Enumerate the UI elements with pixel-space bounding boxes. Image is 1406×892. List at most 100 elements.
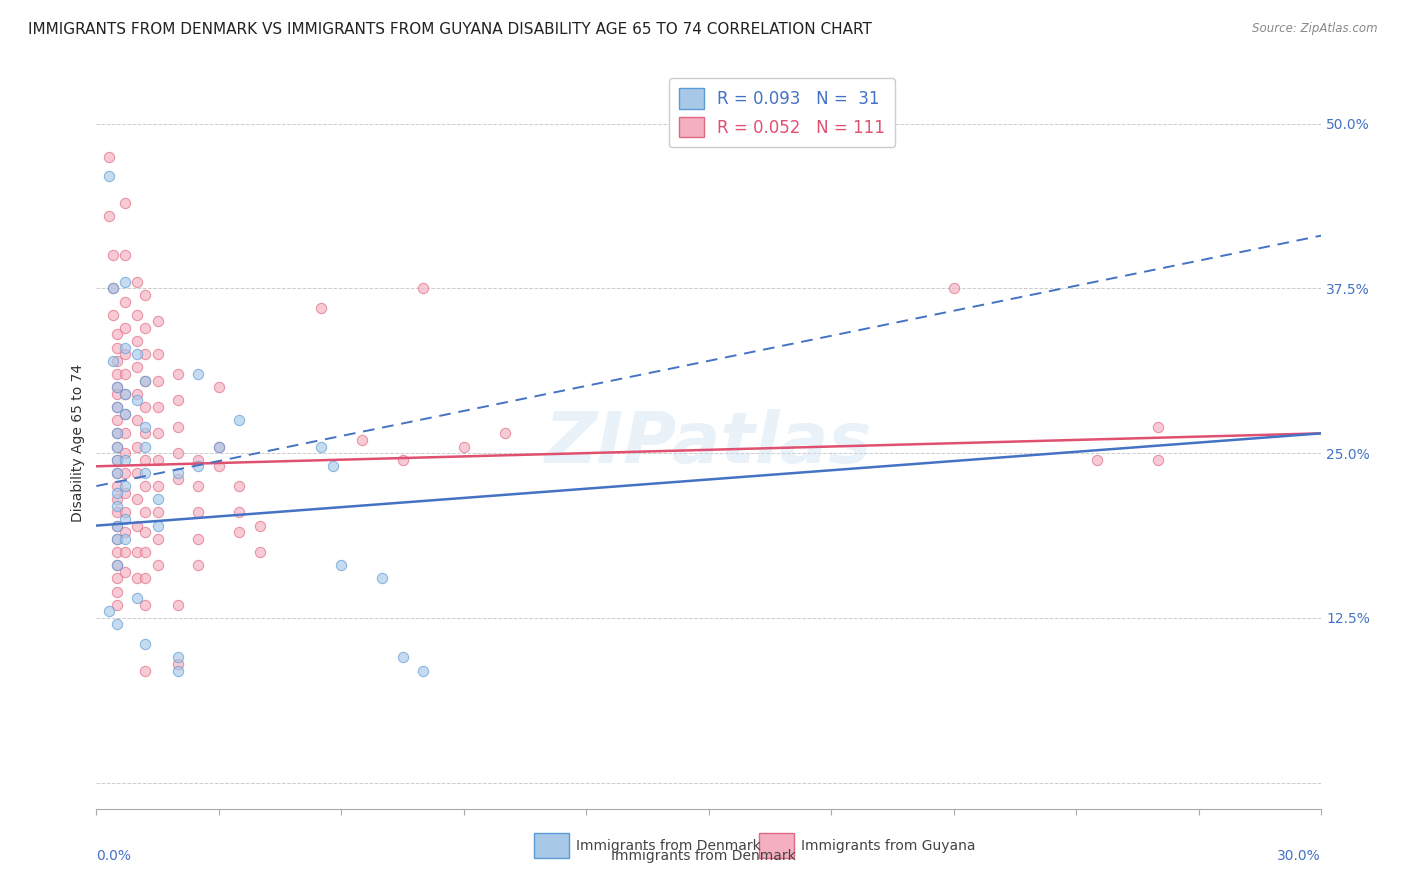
Point <box>494 426 516 441</box>
Point <box>105 584 128 599</box>
Point <box>167 419 190 434</box>
Point <box>114 321 136 335</box>
Point <box>105 558 128 573</box>
Point <box>187 459 209 474</box>
Point <box>97 169 120 184</box>
Point <box>228 505 250 519</box>
Point <box>330 558 353 573</box>
Point <box>105 440 128 454</box>
Point <box>134 505 156 519</box>
Point <box>249 518 271 533</box>
Point <box>134 400 156 414</box>
Point <box>146 400 169 414</box>
Point <box>114 565 136 579</box>
Point <box>146 492 169 507</box>
Point <box>105 499 128 513</box>
Point <box>114 347 136 361</box>
Point <box>105 386 128 401</box>
Point <box>105 532 128 546</box>
Point <box>114 512 136 526</box>
Point <box>167 466 190 480</box>
Point <box>1147 419 1170 434</box>
Point <box>208 440 231 454</box>
Point <box>208 459 231 474</box>
Point <box>167 473 190 487</box>
Point <box>146 532 169 546</box>
Point <box>146 452 169 467</box>
Point <box>101 354 124 368</box>
Point <box>114 446 136 460</box>
Point <box>105 532 128 546</box>
Point <box>105 426 128 441</box>
Point <box>127 591 149 606</box>
Point <box>127 466 149 480</box>
Point <box>228 479 250 493</box>
Point <box>105 558 128 573</box>
Point <box>105 518 128 533</box>
Point <box>187 558 209 573</box>
Point <box>167 393 190 408</box>
Point <box>1085 452 1108 467</box>
Point <box>114 485 136 500</box>
Point <box>134 347 156 361</box>
Point <box>134 545 156 559</box>
Point <box>167 664 190 678</box>
Point <box>114 426 136 441</box>
Point <box>187 367 209 381</box>
Point <box>134 374 156 388</box>
Point <box>322 459 344 474</box>
Point <box>105 380 128 394</box>
Point <box>105 505 128 519</box>
Point <box>114 275 136 289</box>
Text: Immigrants from Guyana: Immigrants from Guyana <box>801 839 976 854</box>
Point <box>105 426 128 441</box>
Text: Source: ZipAtlas.com: Source: ZipAtlas.com <box>1253 22 1378 36</box>
Point <box>105 400 128 414</box>
Point <box>412 281 434 295</box>
Point <box>105 545 128 559</box>
Point <box>146 374 169 388</box>
Point <box>309 301 332 315</box>
Point <box>127 360 149 375</box>
Point <box>101 281 124 295</box>
Point <box>114 545 136 559</box>
Point <box>114 407 136 421</box>
Point <box>134 426 156 441</box>
Point <box>105 413 128 427</box>
Point <box>105 452 128 467</box>
Point <box>134 637 156 651</box>
Point <box>167 650 190 665</box>
Point <box>114 195 136 210</box>
Text: IMMIGRANTS FROM DENMARK VS IMMIGRANTS FROM GUYANA DISABILITY AGE 65 TO 74 CORREL: IMMIGRANTS FROM DENMARK VS IMMIGRANTS FR… <box>28 22 872 37</box>
Point <box>208 380 231 394</box>
Point <box>146 479 169 493</box>
Point <box>114 386 136 401</box>
Point <box>105 466 128 480</box>
Point <box>114 367 136 381</box>
Point <box>146 314 169 328</box>
Point <box>127 545 149 559</box>
Point <box>105 354 128 368</box>
Point <box>146 518 169 533</box>
Point <box>127 275 149 289</box>
Point <box>134 321 156 335</box>
Point <box>134 452 156 467</box>
Point <box>371 571 394 585</box>
Point <box>105 380 128 394</box>
Point <box>350 433 373 447</box>
Point <box>114 452 136 467</box>
Point <box>127 440 149 454</box>
Point <box>412 664 434 678</box>
Legend: R = 0.093   N =  31, R = 0.052   N = 111: R = 0.093 N = 31, R = 0.052 N = 111 <box>669 78 896 147</box>
Point <box>114 532 136 546</box>
Point <box>134 598 156 612</box>
Point <box>127 308 149 322</box>
Point <box>101 308 124 322</box>
Point <box>453 440 475 454</box>
Point <box>127 492 149 507</box>
Point <box>167 446 190 460</box>
Point <box>127 334 149 348</box>
Point <box>134 419 156 434</box>
Point <box>127 386 149 401</box>
Point <box>167 367 190 381</box>
